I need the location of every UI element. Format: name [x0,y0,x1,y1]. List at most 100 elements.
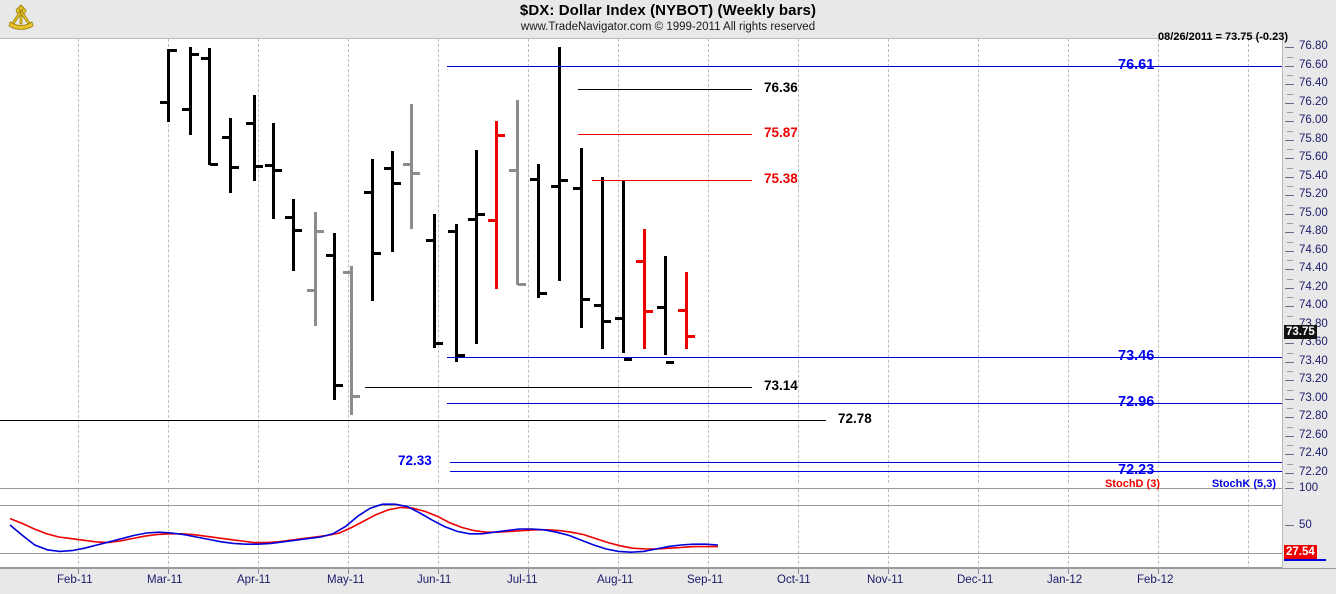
level-line[interactable] [447,357,1282,359]
price-tick-label: 72.40 [1299,447,1328,460]
bar-close-tick [231,165,239,169]
bar-range [189,47,192,136]
bar-open-tick [326,253,334,257]
price-tick [1285,454,1294,456]
price-minor-tick [1287,204,1293,206]
price-axis[interactable]: 76.80 76.60 76.40 76.20 76.00 75.80 75.60 75.40… [1282,38,1336,568]
price-tick-label: 75.60 [1299,151,1328,164]
level-line[interactable] [592,179,752,181]
bar-range [537,163,540,298]
level-line[interactable] [450,461,1282,463]
price-tick-label: 74.80 [1299,225,1328,238]
indicator-axis-100: 100 [1299,482,1319,494]
bar-open-tick [678,309,686,313]
price-minor-tick [1287,445,1293,446]
level-label[interactable]: 76.61 [1118,56,1155,73]
level-label[interactable]: 75.38 [764,170,798,186]
price-vgrid-5 [528,39,529,483]
bar-range [314,211,317,326]
price-tick [1285,435,1294,437]
level-label[interactable]: 72.23 [1118,461,1155,478]
indicator-vgrid-4 [438,489,439,569]
bar-range [580,148,583,328]
bar-range [208,48,211,165]
time-axis[interactable]: Feb-11 Mar-11 Apr-11 May-11 Jun-11 Jul-11 Aug-… [0,568,1336,594]
time-tick [168,569,169,574]
indicator-hgrid-1 [0,553,1282,554]
price-tick-label: 74.20 [1299,280,1328,293]
level-line[interactable] [578,134,752,136]
price-tick-label: 75.20 [1299,188,1328,201]
bar-open-tick [343,271,351,275]
bar-range [475,150,478,345]
bar-open-tick [488,219,496,223]
level-label[interactable]: 76.36 [764,79,798,95]
level-line[interactable] [450,470,1282,472]
time-tick [348,569,349,574]
bar-range [333,233,336,400]
stochastic-pane[interactable]: StochD (3) StochK (5,3) [0,478,1282,569]
bar-close-tick [169,49,177,53]
price-chart-pane[interactable]: 76.61 76.36 75.87 75.38 73.46 73.14 72.96 72.78… [0,38,1282,529]
indicator-tick-100 [1285,488,1294,489]
time-tick [798,569,799,574]
bar-close-tick [457,353,465,357]
bar-open-tick [530,177,538,181]
page-title: $DX: Dollar Index (NYBOT) (Weekly bars) [519,2,817,19]
level-label[interactable]: 73.14 [764,377,798,393]
price-minor-tick [1287,186,1293,187]
price-minor-tick [1287,112,1293,113]
bar-open-tick [468,217,476,221]
header-bar: $DX: Dollar Index (NYBOT) (Weekly bars) … [0,0,1336,38]
bar-range [433,213,436,348]
bar-open-tick [573,187,581,190]
price-minor-tick [1287,315,1293,317]
level-label[interactable]: 73.46 [1118,348,1155,365]
price-minor-tick [1287,260,1293,261]
level-line[interactable] [365,386,752,388]
price-tick-label: 74.40 [1299,262,1328,275]
time-tick [528,569,529,574]
price-minor-tick [1287,167,1293,169]
level-line[interactable] [578,88,752,90]
bar-open-tick [201,56,209,60]
level-label[interactable]: 75.87 [764,125,798,141]
bar-close-tick [603,320,611,324]
price-tick [1285,250,1294,252]
bar-close-tick [274,168,282,172]
bar-open-tick [403,162,411,166]
bar-close-tick [210,162,218,166]
price-tick [1285,380,1294,382]
price-tick-label: 76.60 [1299,58,1328,71]
bar-range [371,159,374,301]
level-line[interactable] [447,65,1282,67]
price-vgrid-13 [1248,39,1249,483]
bar-close-tick [687,335,695,338]
bar-open-tick [222,136,230,140]
price-vgrid-8 [798,39,799,483]
time-tick-label: Jul-11 [507,574,538,586]
bar-open-tick [384,166,392,170]
bar-close-tick [294,228,302,232]
time-tick-label: Dec-11 [957,574,994,586]
price-tick [1285,158,1294,160]
level-label[interactable]: 72.78 [838,411,872,427]
bar-range [516,100,519,286]
price-tick [1285,84,1294,86]
level-label[interactable]: 72.96 [1118,394,1155,411]
price-tick-label: 76.20 [1299,95,1328,108]
bar-open-tick [364,190,372,194]
price-minor-tick [1287,371,1293,372]
price-tick-label: 75.40 [1299,169,1328,182]
level-label[interactable]: 72.33 [398,452,432,468]
price-tick-label: 72.80 [1299,410,1328,423]
time-tick-label: Feb-12 [1137,574,1174,586]
price-tick [1285,176,1294,178]
price-vgrid-1 [168,39,169,483]
bar-close-tick [316,230,324,234]
legend-stochk: StochK (5,3) [1211,478,1276,490]
level-line[interactable] [0,420,826,422]
level-line[interactable] [447,403,1282,405]
price-tick [1285,306,1294,308]
price-tick [1285,139,1294,141]
